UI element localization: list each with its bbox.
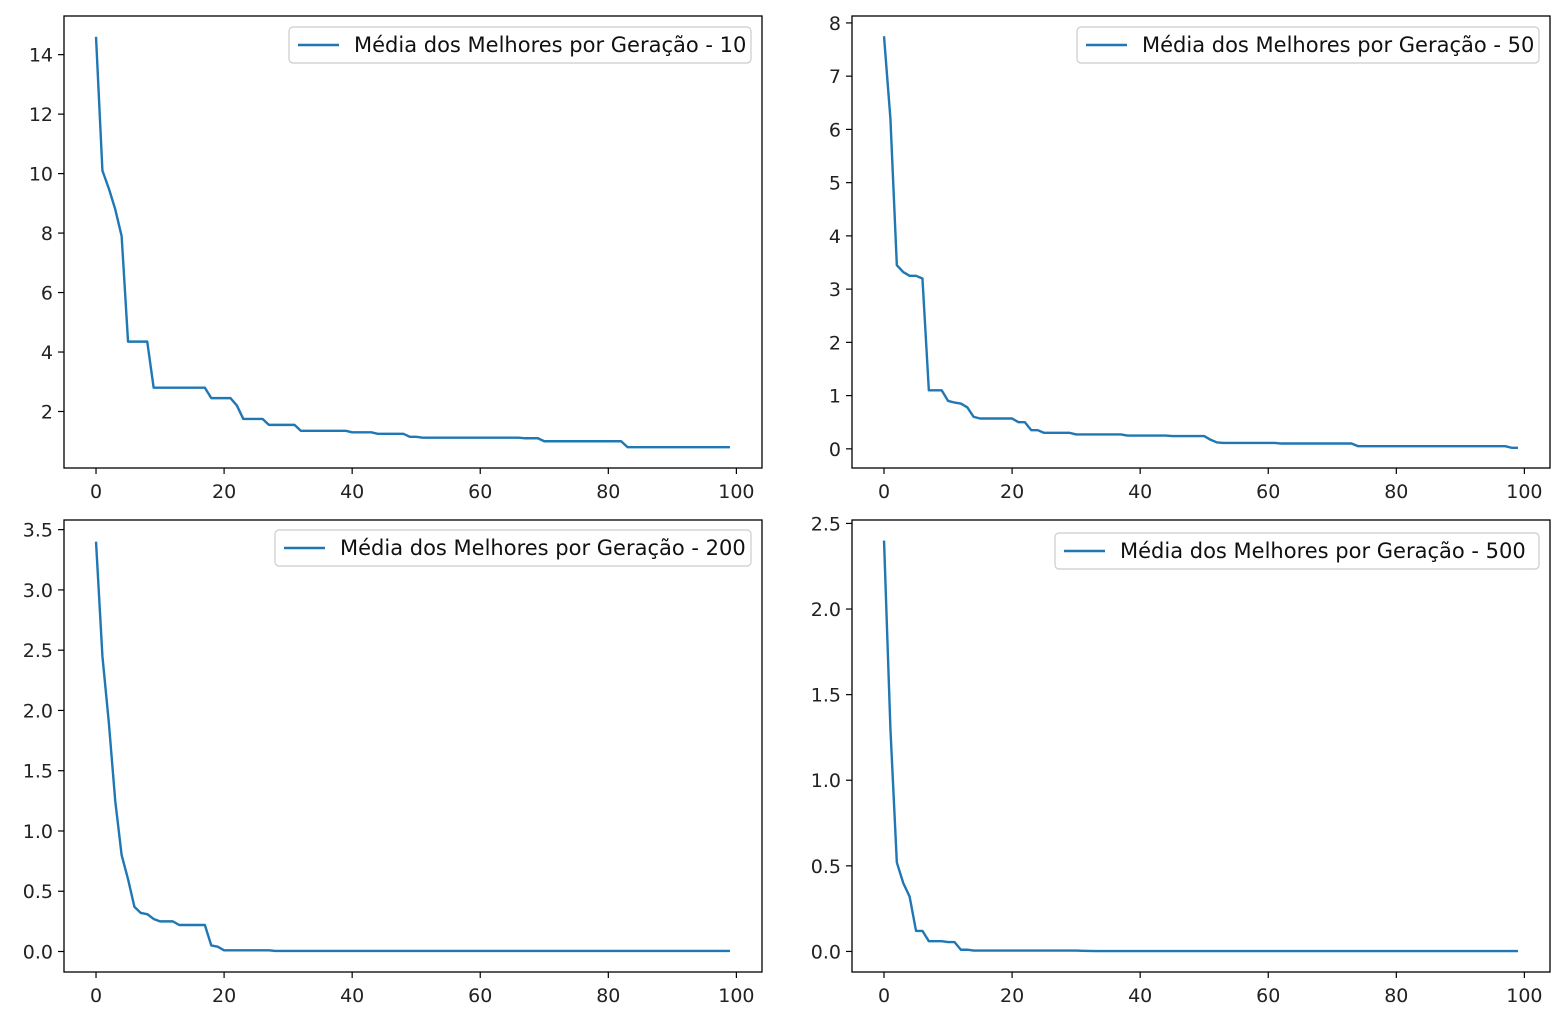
y-tick-label: 12 (29, 104, 53, 126)
x-tick-label: 40 (1128, 985, 1152, 1007)
legend-box (288, 26, 752, 64)
y-tick-label: 1 (829, 386, 841, 408)
subplot-3: 0 20 40 60 80 100 0.0 0.5 1.0 1.5 2.0 2.5 3.0 3.5 Médi… (23, 519, 763, 1007)
x-tick-label: 100 (1506, 481, 1542, 503)
x-tick-label: 0 (878, 985, 890, 1007)
x-tick-label: 40 (340, 985, 364, 1007)
y-tick-label: 4 (41, 342, 53, 364)
y-tick-label: 5 (829, 173, 841, 195)
axes-frame (851, 519, 1551, 973)
y-tick-label: 4 (829, 226, 841, 248)
legend: Média dos Melhores por Geração - 50 (1076, 26, 1540, 64)
legend-label: Média dos Melhores por Geração - 10 (354, 33, 746, 57)
y-tick-label: 2.0 (23, 700, 53, 722)
x-tick-label: 100 (1506, 985, 1542, 1007)
axes-frame (63, 15, 763, 469)
legend-box (1076, 26, 1540, 64)
y-tick-label: 2.5 (23, 640, 53, 662)
y-tick-label: 3 (829, 279, 841, 301)
legend-label: Média dos Melhores por Geração - 200 (340, 536, 746, 560)
y-tick-label: 1.5 (23, 761, 53, 783)
legend-label: Média dos Melhores por Geração - 50 (1142, 33, 1534, 57)
legend: Média dos Melhores por Geração - 200 (274, 529, 752, 567)
series-line (94, 36, 730, 449)
x-tick-label: 60 (468, 481, 492, 503)
x-tick-label: 20 (1000, 481, 1024, 503)
legend-label: Média dos Melhores por Geração - 500 (1120, 539, 1526, 563)
y-tick-label: 2 (829, 332, 841, 354)
y-tick-label: 3.5 (23, 520, 53, 542)
y-tick-label: 1.0 (23, 821, 53, 843)
x-tick-label: 60 (468, 985, 492, 1007)
y-tick-label: 8 (41, 223, 53, 245)
x-tick-label: 0 (878, 481, 890, 503)
x-tick-label: 100 (718, 481, 754, 503)
x-tick-label: 80 (1384, 985, 1408, 1007)
axes-frame (851, 15, 1551, 469)
x-tick-label: 100 (718, 985, 754, 1007)
y-tick-label: 0.5 (23, 881, 53, 903)
x-tick-label: 80 (596, 985, 620, 1007)
y-tick-label: 14 (29, 45, 53, 67)
x-tick-label: 20 (212, 985, 236, 1007)
x-tick-label: 60 (1256, 481, 1280, 503)
legend: Média dos Melhores por Geração - 10 (288, 26, 752, 64)
y-tick-label: 2.0 (811, 599, 841, 621)
y-tick-label: 0.0 (811, 941, 841, 963)
x-tick-label: 0 (90, 481, 102, 503)
y-tick-label: 0 (829, 439, 841, 461)
legend: Média dos Melhores por Geração - 500 (1054, 532, 1540, 570)
y-tick-label: 2 (41, 402, 53, 424)
subplot-1: 0 20 40 60 80 100 2 4 6 8 10 12 14 Média dos Melhores… (29, 15, 763, 503)
series-line (94, 541, 730, 953)
x-tick-label: 60 (1256, 985, 1280, 1007)
y-tick-label: 6 (829, 119, 841, 141)
y-tick-label: 0.5 (811, 856, 841, 878)
x-tick-label: 20 (1000, 985, 1024, 1007)
y-tick-label: 0.0 (23, 942, 53, 964)
y-tick-label: 1.5 (811, 685, 841, 707)
series-line (882, 36, 1518, 449)
y-tick-label: 3.0 (23, 580, 53, 602)
axes-frame (63, 519, 763, 973)
legend-box (1054, 532, 1540, 570)
x-tick-label: 20 (212, 481, 236, 503)
y-tick-label: 1.0 (811, 770, 841, 792)
x-tick-label: 40 (1128, 481, 1152, 503)
legend-box (274, 529, 752, 567)
x-tick-label: 0 (90, 985, 102, 1007)
y-tick-label: 8 (829, 13, 841, 35)
subplot-4: 0 20 40 60 80 100 0.0 0.5 1.0 1.5 2.0 2.5 Média dos … (811, 513, 1551, 1007)
y-tick-label: 2.5 (811, 513, 841, 535)
series-line (882, 540, 1518, 953)
x-tick-label: 80 (1384, 481, 1408, 503)
x-tick-label: 40 (340, 481, 364, 503)
y-tick-label: 10 (29, 164, 53, 186)
subplot-2: 0 20 40 60 80 100 0 1 2 3 4 5 6 7 8 Média dos Melhores … (829, 13, 1551, 503)
x-tick-label: 80 (596, 481, 620, 503)
y-tick-label: 6 (41, 283, 53, 305)
y-tick-label: 7 (829, 66, 841, 88)
